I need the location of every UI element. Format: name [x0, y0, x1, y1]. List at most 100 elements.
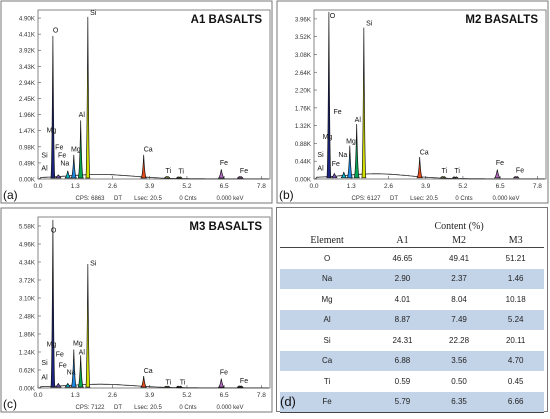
- header-empty: [280, 219, 374, 233]
- spectrum-baseline: [39, 383, 269, 389]
- y-tick-label: 2.64K: [295, 70, 312, 77]
- peak-label: Fe: [240, 378, 248, 385]
- peak-label: Ti: [165, 380, 171, 387]
- peak-label: O: [51, 228, 57, 235]
- cell-value: 5.79: [374, 391, 431, 413]
- spectrum-svg-m2: 0.00K 0.44K 0.88K 1.32K 1.76K 2.20K 2.64K 3.08K…: [276, 0, 549, 204]
- cell-value: 5.24: [487, 309, 544, 330]
- y-tick-label: 2.48K: [19, 314, 36, 321]
- peak-si: [85, 264, 91, 388]
- column-header-element: Element: [280, 233, 375, 248]
- peak-fe: [55, 174, 62, 179]
- peak-label: Al: [317, 165, 324, 172]
- cell-value: 4.70: [487, 350, 544, 371]
- column-header-m3: M3: [487, 233, 544, 248]
- peak-label: Fe: [333, 109, 341, 116]
- cell-value: 3.56: [430, 350, 488, 371]
- peak-o: [326, 11, 332, 179]
- cell-element: Si: [280, 330, 375, 351]
- chart-title: M3 BASALTS: [189, 221, 262, 233]
- y-tick-label: 0.44K: [295, 159, 312, 166]
- y-tick-label: 2.45K: [19, 96, 36, 103]
- cell-value: 49.41: [430, 247, 488, 269]
- table-row: Mg 4.01 8.04 10.18: [280, 289, 544, 310]
- table-row: Na 2.90 2.37 1.46: [280, 268, 544, 289]
- y-tick-label: 3.52K: [295, 34, 312, 41]
- peak-ca: [416, 156, 423, 179]
- footer-cnts: 0 Cnts: [455, 196, 472, 202]
- peak-label: Mg: [346, 139, 356, 146]
- y-tick-label: 4.34K: [19, 260, 36, 267]
- spectrum-svg-a1: 0.00K 0.49K 0.98K 1.47K 1.96K 2.45K 2.94K 3.43K…: [0, 0, 273, 204]
- chart-title: A1 BASALTS: [191, 14, 263, 26]
- eds-spectrum-a1: 0.00K 0.49K 0.98K 1.47K 1.96K 2.45K 2.94K 3.43K…: [0, 0, 274, 205]
- peak-label: Al: [41, 166, 48, 173]
- peak-ti: [175, 176, 183, 179]
- y-tick-label: 0.00K: [19, 386, 36, 393]
- peak-label: Ca: [144, 146, 153, 153]
- peak-ti: [163, 176, 171, 179]
- peak-ti: [439, 176, 447, 179]
- y-tick-label: 5.58K: [19, 224, 36, 231]
- peak-label: Fe: [220, 370, 228, 377]
- peak-label: Ti: [441, 168, 447, 175]
- peak-mg: [70, 349, 78, 388]
- column-header-m2: M2: [430, 233, 488, 248]
- peak-fe: [331, 172, 338, 179]
- panel-label: (c): [3, 397, 17, 411]
- cell-value: 22.28: [430, 330, 488, 351]
- peak-al: [77, 120, 84, 179]
- y-tick-label: 0.62K: [19, 368, 36, 375]
- peak-label: Mg: [73, 340, 83, 347]
- cell-value: 4.01: [374, 289, 431, 310]
- peak-label: Mg: [71, 146, 81, 153]
- peak-label: Fe: [496, 160, 504, 167]
- peak-label: Fe: [59, 362, 67, 369]
- peak-fe: [512, 176, 520, 179]
- y-tick-label: 4.90K: [19, 16, 36, 23]
- footer-kev: 0.000 keV: [216, 196, 243, 202]
- peak-label: Ti: [454, 168, 460, 175]
- y-tick-label: 4.96K: [19, 242, 36, 249]
- cell-value: 0.50: [430, 371, 488, 392]
- panel-label: (a): [3, 188, 18, 202]
- content-table-panel: Content (%) Element A1 M2 M3 O 46.65 49.41…: [276, 207, 550, 414]
- panel-label: (b): [279, 188, 294, 202]
- peak-fe: [494, 169, 501, 179]
- y-tick-label: 3.10K: [19, 296, 36, 303]
- footer-cps: CPS: 7122: [75, 405, 105, 411]
- y-tick-label: 1.76K: [295, 105, 312, 112]
- peak-label: Fe: [240, 168, 248, 175]
- peak-label: Ti: [180, 380, 186, 387]
- y-tick-label: 0.49K: [19, 160, 36, 167]
- peak-na: [64, 170, 72, 179]
- cell-value: 1.46: [487, 268, 544, 289]
- x-tick-label: 0.0: [33, 183, 42, 190]
- y-tick-label: 3.08K: [295, 52, 312, 59]
- footer-lsec: Lsec: 20.5: [410, 196, 438, 202]
- cell-value: 7.49: [430, 309, 488, 330]
- cell-element: O: [280, 247, 375, 269]
- x-tick-label: 5.2: [182, 183, 191, 190]
- x-tick-label: 2.6: [108, 183, 117, 190]
- cell-element: Mg: [280, 289, 375, 310]
- y-tick-label: 0.98K: [19, 144, 36, 151]
- peak-ti: [451, 176, 459, 179]
- table-row: Al 8.87 7.49 5.24: [280, 309, 544, 330]
- x-tick-label: 6.5: [220, 183, 229, 190]
- peak-label: Ca: [144, 368, 153, 375]
- peak-label: Ca: [420, 150, 429, 157]
- footer-dt: DT: [114, 196, 122, 202]
- footer-lsec: Lsec: 20.5: [134, 405, 162, 411]
- y-tick-label: 1.96K: [19, 112, 36, 119]
- peak-label: Fe: [332, 161, 340, 168]
- y-tick-label: 2.20K: [295, 88, 312, 95]
- cell-value: 6.88: [374, 350, 431, 371]
- peak-fe: [55, 382, 62, 388]
- table-header-row: Element A1 M2 M3: [280, 233, 544, 248]
- peak-fe: [218, 169, 225, 179]
- peak-na: [340, 171, 348, 179]
- cell-value: 24.31: [374, 330, 431, 351]
- chart-title: M2 BASALTS: [465, 14, 538, 26]
- eds-spectrum-m2: 0.00K 0.44K 0.88K 1.32K 1.76K 2.20K 2.64K 3.08K…: [276, 0, 550, 205]
